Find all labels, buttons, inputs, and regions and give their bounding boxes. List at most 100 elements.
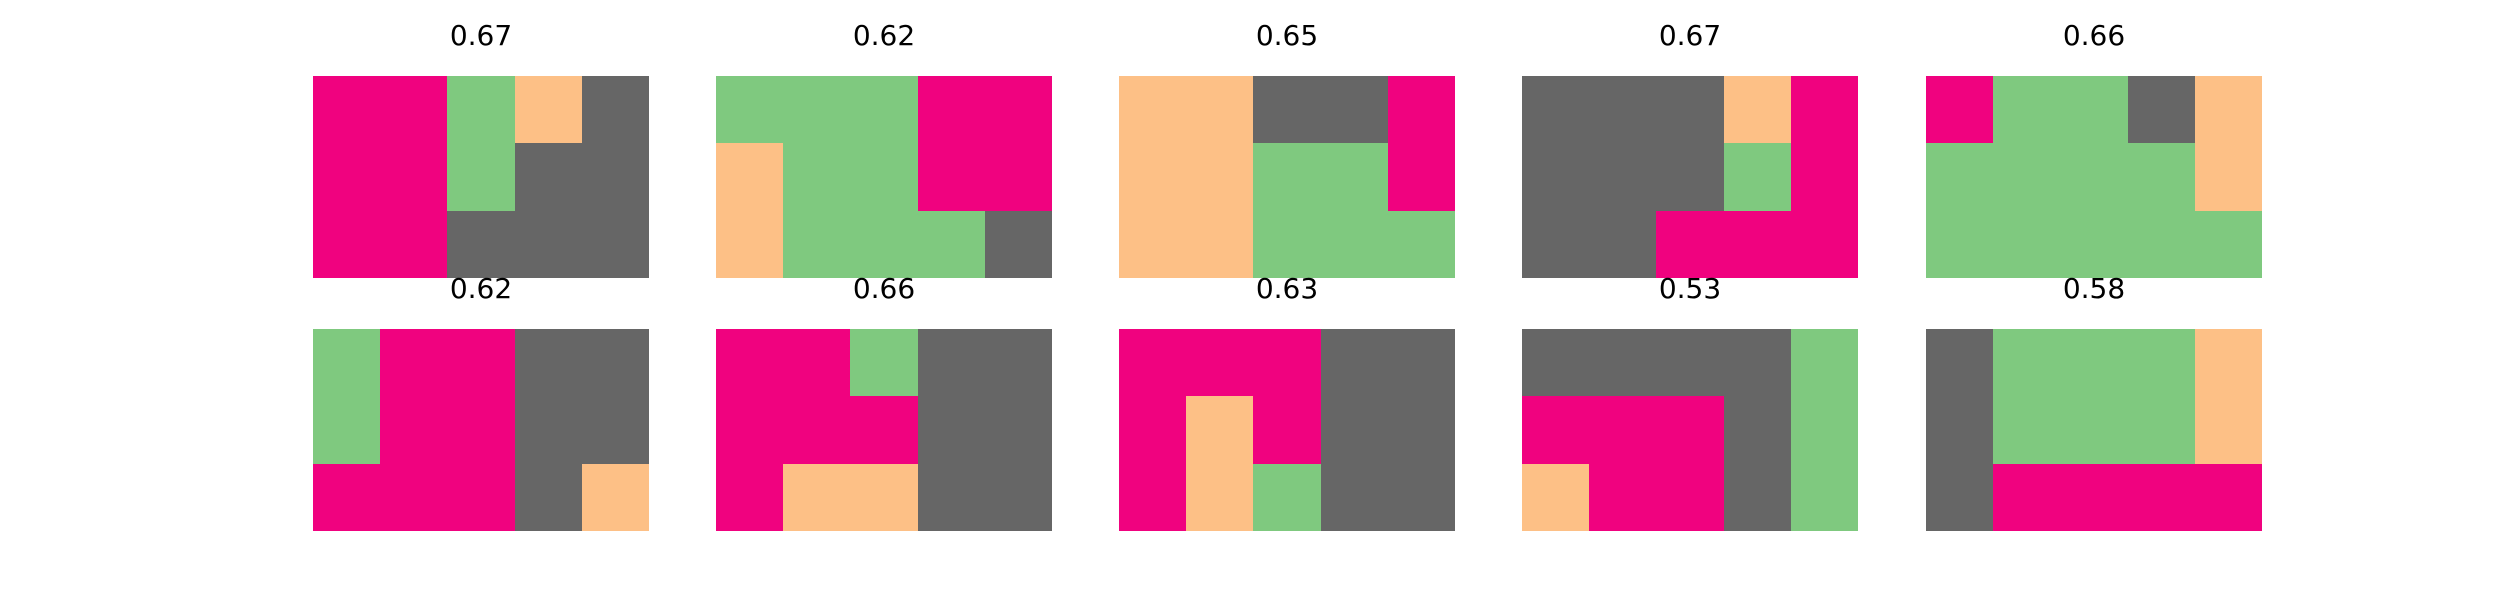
grid-cell-gray [1589,143,1657,211]
grid-cell-pink [1723,210,1791,278]
grid-cell-gray [1522,329,1590,397]
grid-cell-pink [917,76,985,144]
grid-cell-green [1926,143,1994,211]
grid-cell-pink [1253,329,1321,397]
grid-cell-pink [1790,210,1858,278]
grid-cell-peach [1119,210,1187,278]
grid-cell-gray [984,210,1052,278]
panel-2: 0.62 [716,20,1052,278]
grid-cell-pink [2194,463,2262,531]
grid-cell-pink [1119,396,1187,464]
grid-cell-pink [716,396,784,464]
color-grid [1119,329,1455,531]
grid-cell-gray [1320,463,1388,531]
grid-cell-pink [380,463,448,531]
grid-cell-green [716,76,784,144]
color-grid [716,76,1052,278]
grid-cell-green [850,210,918,278]
grid-cell-pink [1656,396,1724,464]
grid-cell-gray [984,329,1052,397]
grid-cell-peach [783,463,851,531]
grid-cell-pink [850,396,918,464]
grid-cell-peach [1186,143,1254,211]
grid-cell-pink [1993,463,2061,531]
grid-cell-pink [380,329,448,397]
grid-cell-pink [313,210,381,278]
grid-cell-pink [1589,396,1657,464]
grid-cell-green [850,143,918,211]
grid-cell-pink [380,210,448,278]
grid-cell-gray [581,210,649,278]
grid-cell-pink [1522,396,1590,464]
grid-cell-peach [1119,76,1187,144]
grid-cell-pink [2060,463,2128,531]
grid-cell-gray [984,463,1052,531]
grid-cell-green [1790,463,1858,531]
panel-10: 0.58 [1926,273,2262,531]
grid-cell-gray [1320,396,1388,464]
panel-score: 0.67 [449,19,513,52]
grid-cell-green [447,143,515,211]
grid-cell-peach [1186,210,1254,278]
color-grid [313,329,649,531]
grid-cell-green [1993,76,2061,144]
grid-cell-green [1993,396,2061,464]
grid-cell-pink [1589,463,1657,531]
grid-cell-gray [514,396,582,464]
grid-cell-gray [1387,329,1455,397]
color-grid [1926,329,2262,531]
grid-cell-gray [1723,463,1791,531]
grid-cell-gray [1656,329,1724,397]
grid-cell-gray [1723,396,1791,464]
grid-cell-peach [850,463,918,531]
grid-cell-pink [313,76,381,144]
grid-cell-green [2060,329,2128,397]
grid-cell-green [313,329,381,397]
grid-cell-gray [1589,329,1657,397]
grid-cell-gray [917,463,985,531]
panel-5: 0.66 [1926,20,2262,278]
color-grid [1522,76,1858,278]
color-grid [716,329,1052,531]
grid-cell-pink [984,143,1052,211]
panel-9: 0.53 [1522,273,1858,531]
grid-cell-peach [2194,396,2262,464]
panel-score: 0.62 [852,19,916,52]
grid-cell-gray [2127,76,2195,144]
grid-cell-peach [716,210,784,278]
grid-cell-pink [380,76,448,144]
grid-cell-pink [380,396,448,464]
grid-cell-gray [581,76,649,144]
grid-cell-pink [447,329,515,397]
grid-cell-peach [2194,76,2262,144]
grid-cell-pink [783,329,851,397]
grid-cell-peach [514,76,582,144]
grid-cell-gray [1387,463,1455,531]
panel-4: 0.67 [1522,20,1858,278]
grid-cell-pink [1790,143,1858,211]
grid-cell-green [1993,329,2061,397]
panel-score: 0.66 [2062,19,2126,52]
grid-cell-green [2127,210,2195,278]
grid-cell-gray [917,329,985,397]
panel-score: 0.65 [1255,19,1319,52]
grid-cell-peach [581,463,649,531]
grid-cell-pink [917,143,985,211]
panel-1: 0.67 [313,20,649,278]
grid-cell-peach [1186,463,1254,531]
grid-cell-green [1253,463,1321,531]
grid-cell-green [1253,210,1321,278]
grid-cell-pink [447,463,515,531]
grid-cell-green [2127,143,2195,211]
grid-cell-gray [1320,329,1388,397]
grid-cell-green [1320,143,1388,211]
grid-cell-gray [514,210,582,278]
grid-cell-pink [1790,76,1858,144]
grid-cell-gray [514,463,582,531]
panel-score: 0.53 [1658,272,1722,305]
grid-cell-peach [716,143,784,211]
grid-cell-green [2060,396,2128,464]
grid-cell-green [2060,143,2128,211]
grid-cell-gray [1656,143,1724,211]
